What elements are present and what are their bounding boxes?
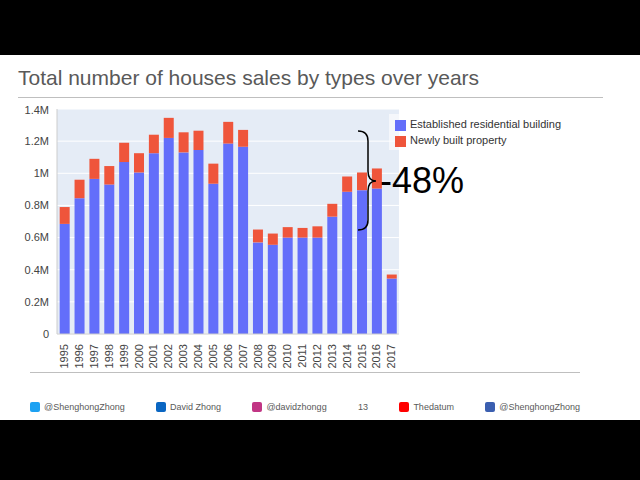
html-text:David Zhong: David Zhong (170, 402, 222, 412)
svg-text:2005: 2005 (207, 344, 219, 368)
svg-text:2008: 2008 (252, 344, 264, 368)
html-text:Total number of houses sales b: Total number of houses sales by types ov… (18, 66, 480, 89)
svg-text:2009: 2009 (266, 344, 278, 368)
svg-text:2002: 2002 (162, 344, 174, 368)
svg-text:1.4M: 1.4M (25, 104, 49, 116)
html-text:@davidzhongg: @davidzhongg (266, 402, 327, 412)
svg-text:2014: 2014 (341, 344, 353, 368)
html-text:13: 13 (358, 402, 368, 412)
svg-text:0.6M: 0.6M (25, 231, 49, 243)
svg-text:2000: 2000 (133, 344, 145, 368)
svg-text:0.8M: 0.8M (25, 199, 49, 211)
svg-text:2017: 2017 (385, 344, 397, 368)
svg-text:0.2M: 0.2M (25, 296, 49, 308)
svg-text:2015: 2015 (356, 344, 368, 368)
html-text:@ShenghongZhong: @ShenghongZhong (499, 402, 580, 412)
svg-text:1996: 1996 (73, 344, 85, 368)
svg-text:2003: 2003 (177, 344, 189, 368)
svg-text:1997: 1997 (88, 344, 100, 368)
svg-text:2016: 2016 (370, 344, 382, 368)
html-text:Newly built property: Newly built property (410, 134, 507, 146)
svg-text:1.2M: 1.2M (25, 135, 49, 147)
svg-text:2011: 2011 (296, 344, 308, 368)
svg-text:0: 0 (43, 328, 49, 340)
svg-text:2004: 2004 (192, 344, 204, 368)
html-text:@ShenghongZhong: @ShenghongZhong (44, 402, 125, 412)
html-text:Thedatum: Thedatum (413, 402, 454, 412)
svg-text:0.4M: 0.4M (25, 264, 49, 276)
svg-text:1M: 1M (34, 167, 49, 179)
svg-text:2001: 2001 (147, 344, 159, 368)
html-text:Established residential buildi: Established residential building (410, 118, 561, 130)
svg-text:2006: 2006 (222, 344, 234, 368)
svg-text:2007: 2007 (237, 344, 249, 368)
svg-text:2010: 2010 (281, 344, 293, 368)
svg-text:1999: 1999 (118, 344, 130, 368)
svg-text:2012: 2012 (311, 344, 323, 368)
svg-text:1998: 1998 (103, 344, 115, 368)
html-text:-48%: -48% (380, 160, 464, 201)
svg-text:2013: 2013 (326, 344, 338, 368)
svg-text:1995: 1995 (58, 344, 70, 368)
